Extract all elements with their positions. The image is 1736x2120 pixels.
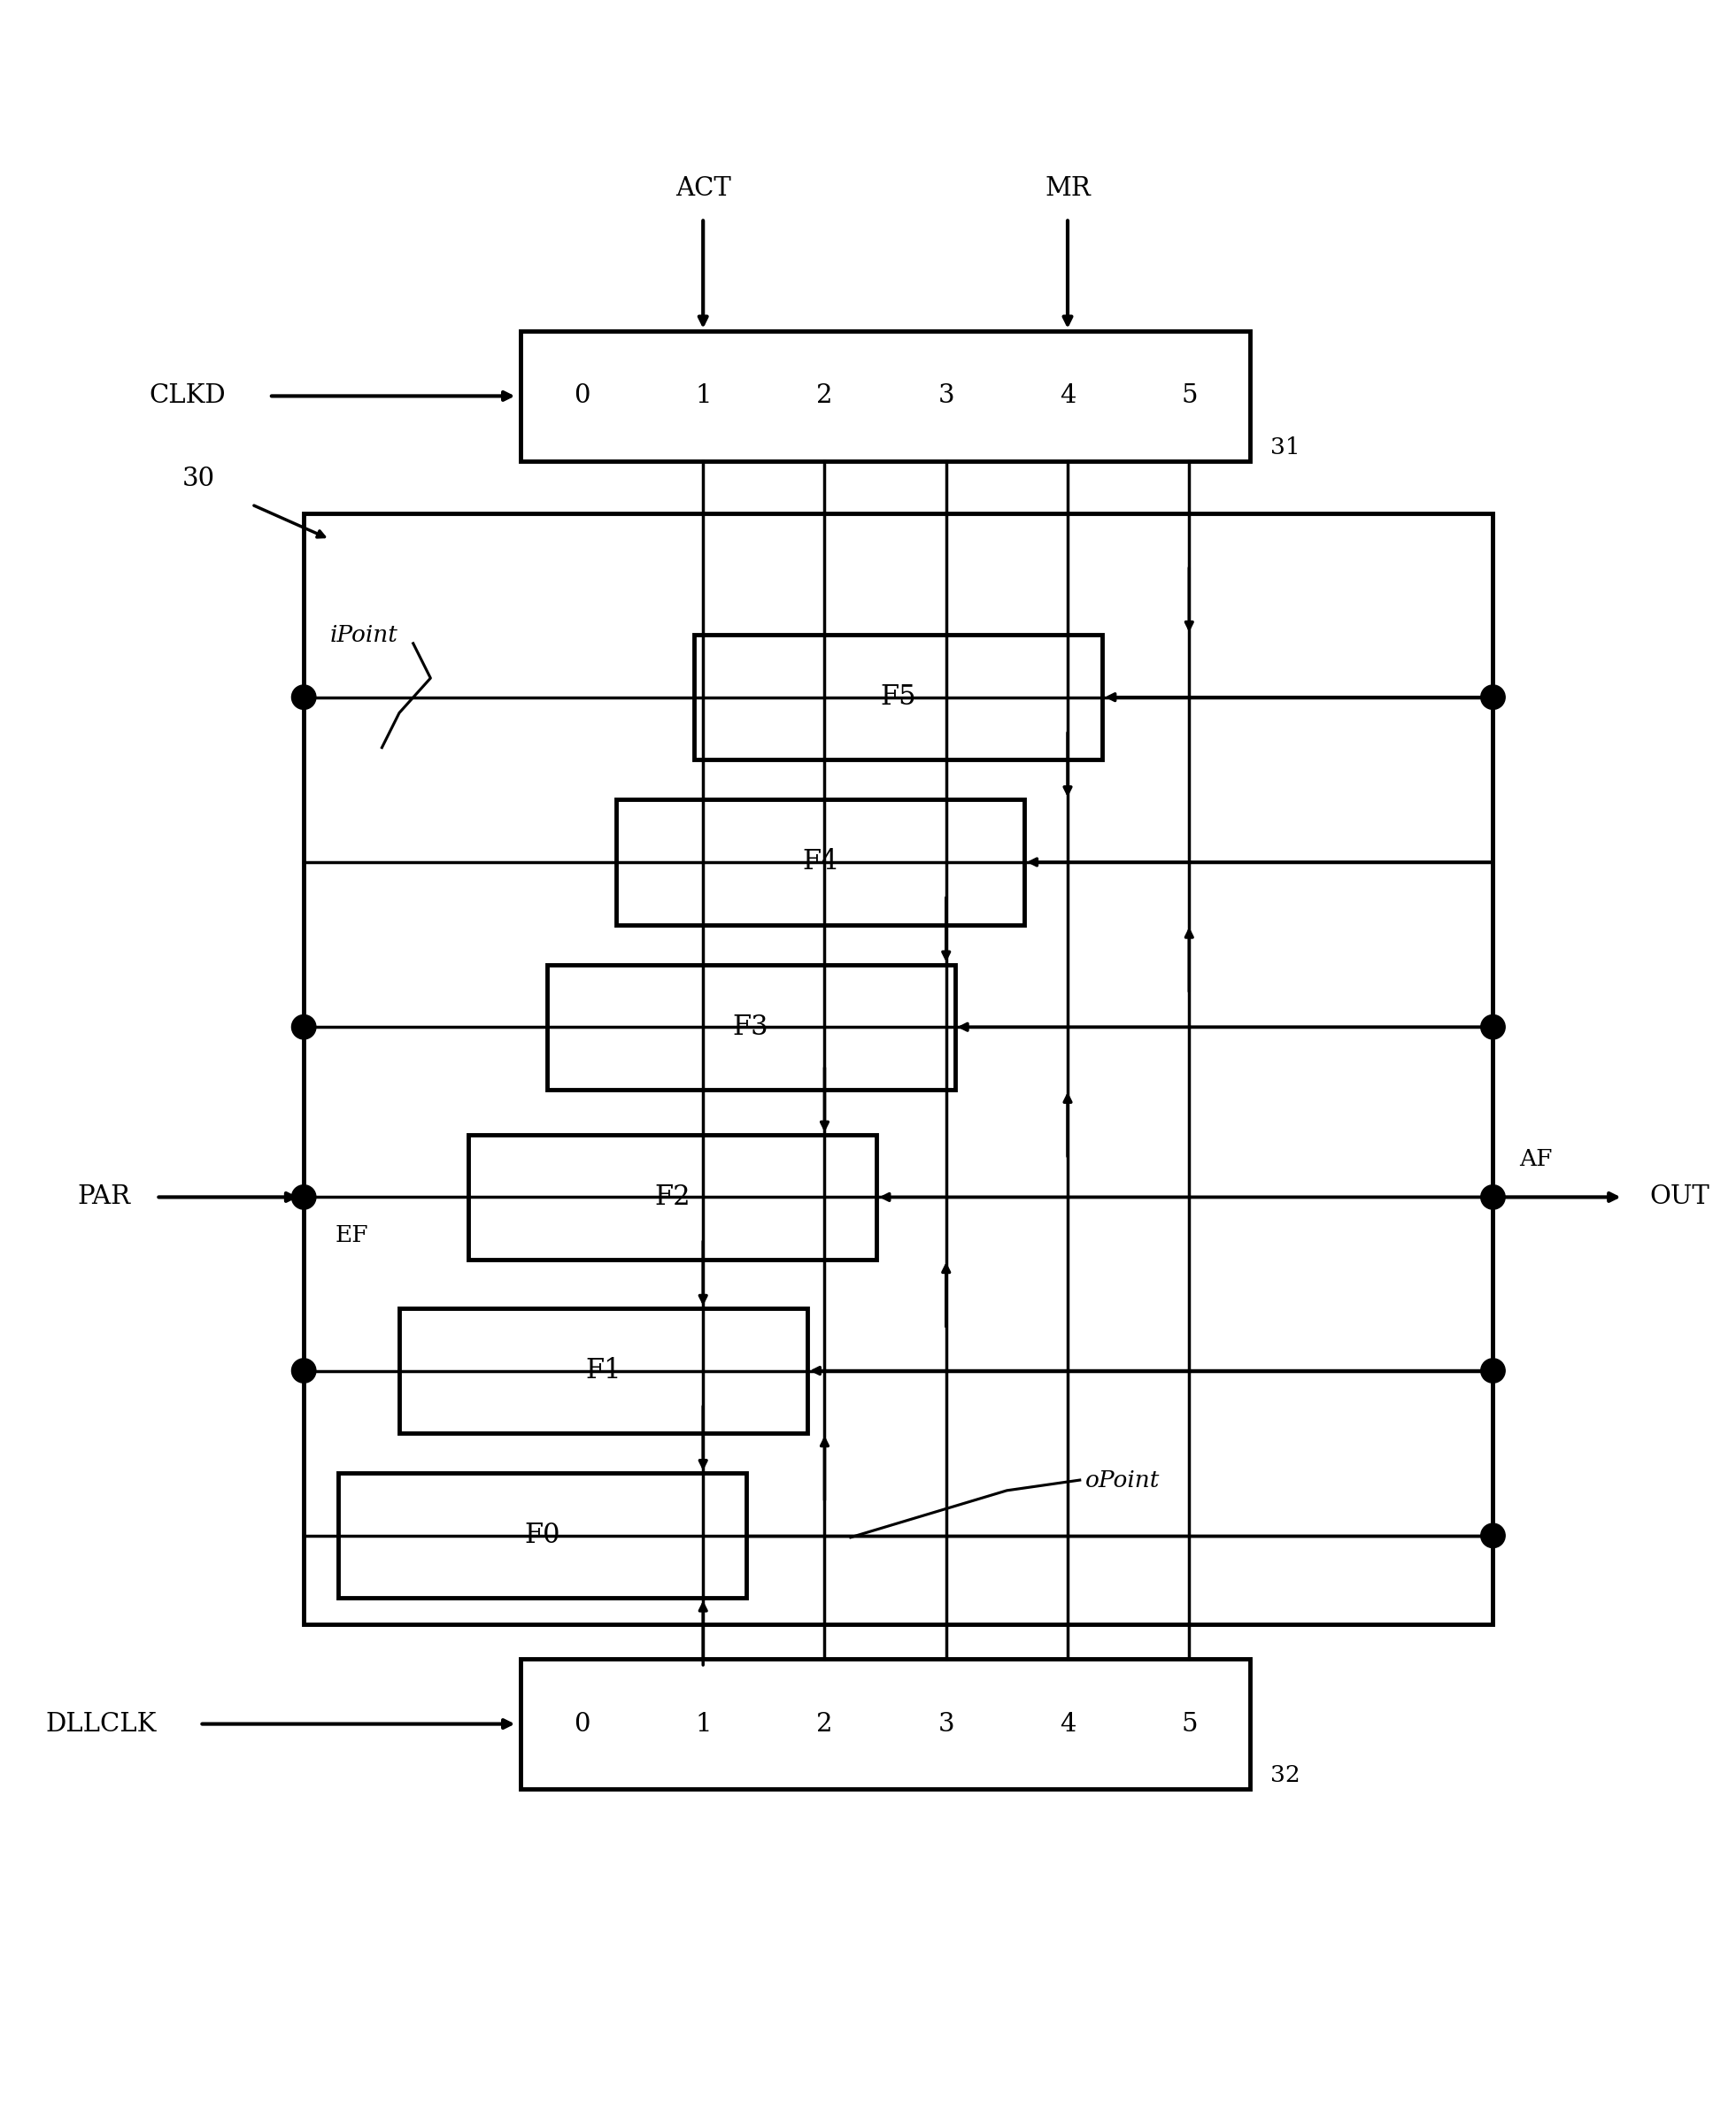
Text: iPoint: iPoint	[330, 623, 398, 647]
Text: F0: F0	[524, 1522, 561, 1550]
Text: F5: F5	[880, 683, 917, 710]
Text: oPoint: oPoint	[1085, 1469, 1160, 1490]
Text: 2: 2	[816, 1711, 833, 1736]
Text: AF: AF	[1519, 1147, 1552, 1170]
Bar	[399, 1308, 807, 1433]
Text: 30: 30	[182, 466, 215, 492]
Bar	[304, 513, 1493, 1624]
Circle shape	[1481, 1185, 1505, 1208]
Text: 1: 1	[694, 384, 712, 409]
Text: F1: F1	[585, 1357, 621, 1384]
Text: F3: F3	[733, 1013, 769, 1041]
Bar	[521, 1658, 1250, 1789]
Text: ACT: ACT	[675, 176, 731, 201]
Text: 0: 0	[573, 384, 590, 409]
Text: PAR: PAR	[76, 1185, 130, 1211]
Text: CLKD: CLKD	[149, 384, 226, 409]
Text: 31: 31	[1271, 437, 1300, 458]
Bar	[339, 1473, 746, 1598]
Circle shape	[292, 685, 316, 710]
Bar	[616, 799, 1024, 924]
Bar	[521, 331, 1250, 462]
Text: 3: 3	[937, 1711, 955, 1736]
Text: 2: 2	[816, 384, 833, 409]
Circle shape	[292, 1185, 316, 1208]
Circle shape	[1481, 685, 1505, 710]
Circle shape	[1481, 1015, 1505, 1039]
Bar	[694, 634, 1102, 759]
Circle shape	[292, 1359, 316, 1382]
Text: 32: 32	[1271, 1764, 1300, 1787]
Text: DLLCLK: DLLCLK	[45, 1711, 156, 1736]
Bar	[469, 1134, 877, 1259]
Circle shape	[1481, 1524, 1505, 1548]
Text: EF: EF	[335, 1223, 368, 1247]
Text: F4: F4	[802, 848, 838, 876]
Text: 4: 4	[1059, 384, 1076, 409]
Text: 5: 5	[1180, 384, 1198, 409]
Bar	[547, 965, 955, 1090]
Circle shape	[1481, 1359, 1505, 1382]
Text: F2: F2	[654, 1183, 691, 1211]
Text: 0: 0	[573, 1711, 590, 1736]
Text: OUT: OUT	[1649, 1185, 1710, 1211]
Text: MR: MR	[1045, 176, 1090, 201]
Circle shape	[292, 1015, 316, 1039]
Text: 4: 4	[1059, 1711, 1076, 1736]
Text: 1: 1	[694, 1711, 712, 1736]
Text: 5: 5	[1180, 1711, 1198, 1736]
Text: 3: 3	[937, 384, 955, 409]
